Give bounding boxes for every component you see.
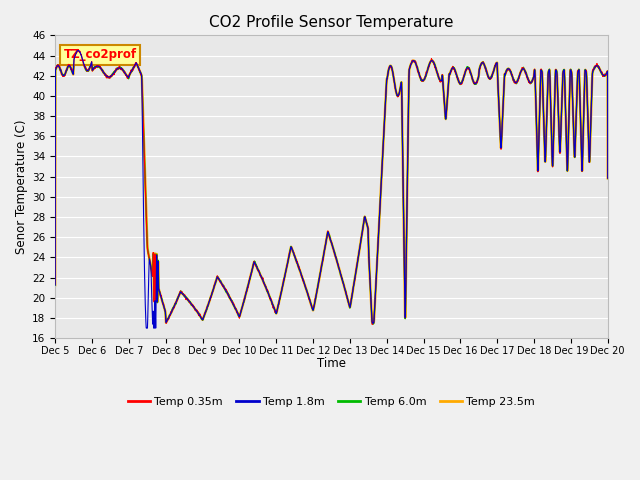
Temp 0.35m — [74, 47, 81, 52]
Temp 23.5m — [206, 298, 214, 303]
Temp 6.0m — [396, 91, 403, 96]
Temp 1.8m — [206, 297, 214, 303]
Line: Temp 23.5m: Temp 23.5m — [55, 50, 608, 323]
Temp 6.0m — [386, 65, 394, 71]
Temp 1.8m — [74, 48, 82, 53]
Temp 1.8m — [396, 90, 403, 96]
Temp 0.35m — [604, 176, 612, 181]
Legend: Temp 0.35m, Temp 1.8m, Temp 6.0m, Temp 23.5m: Temp 0.35m, Temp 1.8m, Temp 6.0m, Temp 2… — [124, 392, 540, 411]
Temp 6.0m — [51, 282, 59, 288]
Temp 1.8m — [552, 69, 559, 74]
Temp 0.35m — [170, 305, 177, 311]
X-axis label: Time: Time — [317, 357, 346, 370]
Temp 6.0m — [604, 176, 612, 181]
Temp 23.5m — [604, 68, 611, 74]
Temp 0.35m — [386, 63, 394, 69]
Y-axis label: Senor Temperature (C): Senor Temperature (C) — [15, 120, 28, 254]
Temp 1.8m — [604, 175, 612, 181]
Temp 23.5m — [170, 304, 177, 310]
Temp 23.5m — [386, 64, 394, 70]
Temp 1.8m — [604, 68, 611, 74]
Line: Temp 6.0m: Temp 6.0m — [55, 50, 608, 324]
Temp 0.35m — [369, 322, 376, 327]
Temp 6.0m — [206, 298, 214, 303]
Temp 23.5m — [51, 282, 59, 288]
Temp 23.5m — [74, 48, 82, 53]
Temp 6.0m — [170, 304, 177, 310]
Temp 6.0m — [552, 69, 559, 74]
Line: Temp 1.8m: Temp 1.8m — [55, 50, 608, 328]
Temp 6.0m — [369, 321, 377, 327]
Temp 1.8m — [143, 325, 150, 331]
Temp 1.8m — [51, 282, 59, 288]
Temp 6.0m — [74, 47, 82, 53]
Temp 23.5m — [604, 175, 612, 181]
Temp 0.35m — [604, 68, 611, 74]
Temp 6.0m — [604, 69, 611, 74]
Temp 0.35m — [552, 68, 559, 74]
Title: CO2 Profile Sensor Temperature: CO2 Profile Sensor Temperature — [209, 15, 454, 30]
Text: TZ_co2prof: TZ_co2prof — [63, 48, 136, 61]
Temp 0.35m — [51, 281, 59, 287]
Temp 23.5m — [369, 320, 376, 326]
Temp 23.5m — [396, 90, 403, 96]
Temp 1.8m — [170, 304, 178, 310]
Temp 1.8m — [386, 64, 394, 70]
Temp 0.35m — [206, 298, 214, 304]
Line: Temp 0.35m: Temp 0.35m — [55, 49, 608, 324]
Temp 0.35m — [396, 90, 403, 96]
Temp 23.5m — [552, 69, 559, 74]
